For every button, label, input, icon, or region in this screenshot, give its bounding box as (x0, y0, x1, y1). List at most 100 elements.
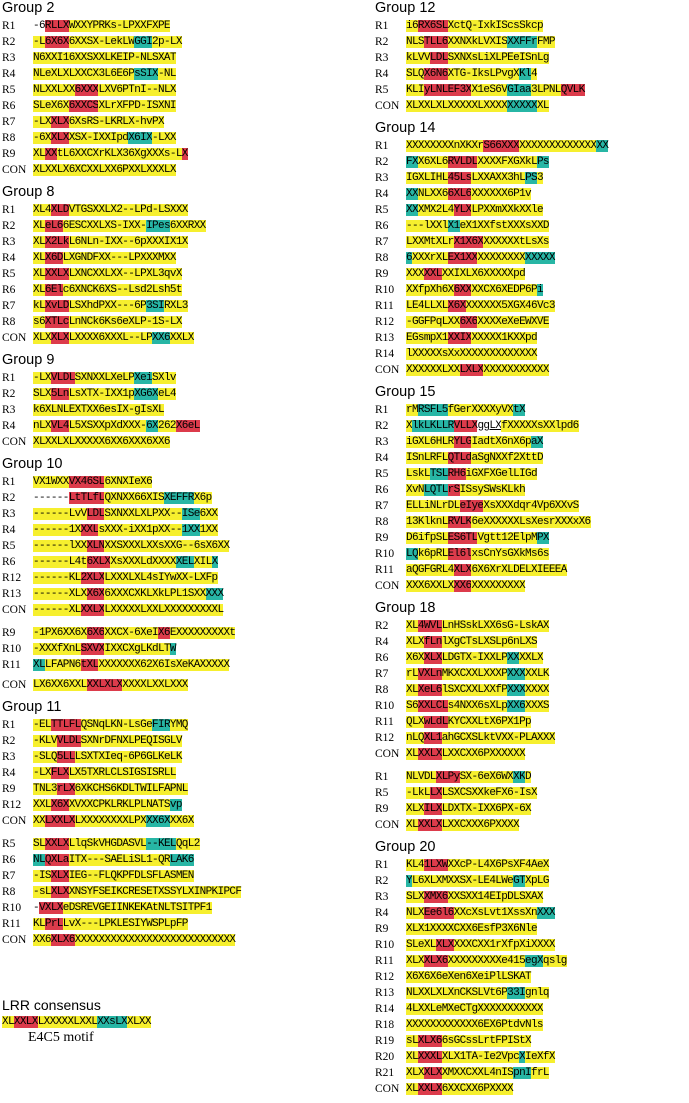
repeat-label: R8 (375, 516, 389, 528)
sequence-segment: - (33, 902, 40, 914)
lrr-consensus-title: LRR consensus (2, 997, 101, 1013)
sequence-segment: 33I (507, 987, 526, 999)
sequence-row: R6 XvNLQTLrSISsySWsKLkh (373, 482, 689, 498)
sequence-row: CON XLXXLXLXXXXX6XX6XXX6XX6 (0, 434, 345, 450)
sequence: XLXXLXLXXXXXLXXXXXXXXXXL (406, 98, 549, 114)
repeat-label: R5 (375, 204, 389, 216)
repeat-label: R6 (2, 556, 16, 568)
sequence-segment: X (181, 148, 188, 160)
sequence-segment: ES6TL (447, 532, 478, 544)
sequence-segment: 6X6X (44, 36, 69, 48)
sequence-row: R14 4LXXLeMXeCTgXXXXXXXXXXX (373, 1001, 689, 1017)
sequence-segment: XXXXeXeEWXVE (477, 316, 549, 328)
sequence-segment: XLN (86, 540, 105, 552)
sequence: XLXXLXLXXXX6XXXL--LPXX6XXLX (33, 330, 194, 346)
sequence-segment: SnLg (525, 52, 550, 64)
sequence: XLLFAPN6tXLXXXXXXX62X6IsXeKAXXXXX (33, 657, 230, 673)
sequence-segment: -XXXfXnL (33, 643, 81, 655)
sequence-segment: X2Lk (44, 236, 69, 248)
repeat-label: R5 (2, 540, 16, 552)
sequence-row: R4 nLXVL4L5XSXXpXdXXX-6X262X6eL (0, 418, 345, 434)
sequence-segment: KLI (406, 84, 425, 96)
sequence-segment: XXX (406, 268, 425, 280)
sequence: NLSTLL6XXNXkLVXISXXFFrFMP (406, 34, 555, 50)
sequence-segment: X6IX (128, 132, 153, 144)
sequence-segment: LvX---LPKLESIYWSPLpFP (62, 918, 188, 930)
sequence-segment: tX (513, 404, 526, 416)
sequence-segment: 3SI (146, 300, 165, 312)
sequence: SLXXMX6XXSXX14EIpDLSXAX (406, 889, 544, 905)
sequence-segment: YMQ (169, 719, 188, 731)
repeat-label: R18 (375, 1019, 395, 1031)
sequence-segment: stXXXsXXD (495, 220, 550, 232)
sequence-segment: XXcXsLvt1XssXn (453, 907, 538, 919)
sequence-segment: TTLFL (50, 719, 81, 731)
sequence-segment: X6XL6 (417, 156, 448, 168)
sequence-segment: VLLX (453, 420, 478, 432)
sequence: lXXXXXsXxXXXXXXXXXXXXX (406, 346, 538, 362)
sequence-row: R4 XLX6DLXGNDFXX---LPXXXMXX (0, 250, 345, 266)
sequence-segment: ISnLRFL (406, 452, 448, 464)
sequence-segment: SLQ (406, 68, 425, 80)
repeat-label: CON (375, 100, 400, 112)
sequence-row: R6 XL6Elc6XNCK6XS--Lsd2Lsh5t (0, 282, 345, 298)
sequence-row: R4 XLXfLnlXgCTsLXSLp6nLXS (373, 634, 689, 650)
sequence-segment: N6XXI1 (33, 52, 69, 64)
sequence-segment: aQGFGRL4 (406, 564, 454, 576)
sequence-segment: XLX (406, 955, 425, 967)
sequence-segment: MKXCXXLXXXP (441, 668, 508, 680)
sequence: XXLX6XXVXXCPKLRKLPLNATSvp (33, 797, 182, 813)
repeat-label: R4 (375, 452, 389, 464)
sequence-segment: L6XLXMXXSX-LE4LWe (411, 875, 514, 887)
sequence: ------1XXXLsXXX-iXX1pXX--1XX1XX (33, 522, 218, 538)
sequence: KL41LXWXXcP-L4X6PsXF4AeX (406, 857, 549, 873)
sequence-row: R8 -6XXLXXSX-IXXIpdX6IX-LXX (0, 130, 345, 146)
sequence-segment: XXXXXXXXXXXX6EX6PtdvNls (406, 1019, 544, 1031)
sequence: aQGFGRL4XLX6X6XrXLDELXIEEEA (406, 562, 567, 578)
sequence-segment: 6 (406, 252, 413, 264)
sequence-row: R5 SLXXLXLlqSkVHGDASVL--KELQqL2 (0, 836, 345, 852)
sequence-row: R1 -6RLLXWXXYPRKs-LPXXFXPE (0, 18, 345, 34)
sequence: EGsmpX1XXIXXXXXX1KXXpd (406, 330, 538, 346)
sequence: nLXVL4L5XSXXpXdXXX-6X262X6eL (33, 418, 200, 434)
sequence-segment: c6XNCK6XS--Ls (62, 284, 141, 296)
sequence-segment: VXLX (38, 902, 63, 914)
sequence-segment: sXXX-iXX1pXX-- (98, 524, 182, 536)
sequence-segment: XL (406, 1083, 419, 1095)
sequence-row: R20 XLXXXLXLX1TA-Ie2VpcXIeXfX (373, 1049, 689, 1065)
repeat-label: CON (2, 815, 27, 827)
sequence-segment: qslg (542, 955, 567, 967)
repeat-label: R1 (375, 859, 389, 871)
sequence-segment: iGXFXGelLIGd (465, 468, 538, 480)
sequence-row: R1 KL41LXWXXcP-L4X6PsXF4AeX (373, 857, 689, 873)
sequence: X6XXLXLDGTX-IXXLPXXXXLX (406, 650, 544, 666)
sequence: NLeXLXLXXCX3L6E6PsSIX-NL (33, 66, 176, 82)
sequence-segment: NLXXLXLXnCKSLVt6P (406, 987, 508, 999)
sequence-segment: XLX (50, 332, 69, 344)
sequence: S6XXLCLs4NXX6sXLpXX6XXXS (406, 698, 550, 714)
left-column: Group 2 R1 -6RLLXWXXYPRKs-LPXXFXPE R2 -L6X6X… (0, 0, 345, 954)
repeat-label: R11 (2, 918, 21, 930)
sequence: -VXLXeDSREVGEIINKEKAtNLTSITPF1 (33, 900, 212, 916)
sequence-segment: VLDL (50, 372, 75, 384)
repeat-label: CON (375, 1083, 400, 1095)
sequence-row: R21 XLXXLXXMXXCXXL4nISpnIfrL (373, 1065, 689, 1081)
sequence-row: R1 rMRSFL5fGerXXXXyVXtX (373, 402, 689, 418)
repeat-label: R7 (2, 870, 16, 882)
sequence: ------L4t6XLXXsXXXLdXXXXXELXILX (33, 554, 218, 570)
sequence-row: R5 XXXMX2L4YLXLPXXmXXkXXle (373, 202, 689, 218)
sequence-segment: RSFL5 (417, 404, 448, 416)
sequence-row: R9 XXXXXLXXIXLX6XXXXXpd (373, 266, 689, 282)
sequence-segment: -IS (33, 870, 52, 882)
sequence: XLXXLXXMXXCXXL4nISpnIfrL (406, 1065, 550, 1081)
row-gap (0, 829, 345, 836)
sequence-segment: EXXXXXXXXXt (169, 627, 236, 639)
sequence-segment: PS (525, 172, 538, 184)
sequence-row: R3 SLXXMX6XXSXX14EIpDLSXAX (373, 889, 689, 905)
sequence-segment: LSXTXIeq-6P6GLKeLK (74, 751, 182, 763)
sequence: -SLQ5LLLSXTXIeq-6P6GLKeLK (33, 749, 182, 765)
sequence-segment: NLeXLXLXXCX3L6E6P (33, 68, 135, 80)
sequence: -XXXfXnLSXVXIXXCXgLKdLTW (33, 641, 176, 657)
sequence-segment: SLeXL (406, 939, 436, 951)
sequence-row: R4 SLQX6N6XTG-IksLPvgXKl4 (373, 66, 689, 82)
